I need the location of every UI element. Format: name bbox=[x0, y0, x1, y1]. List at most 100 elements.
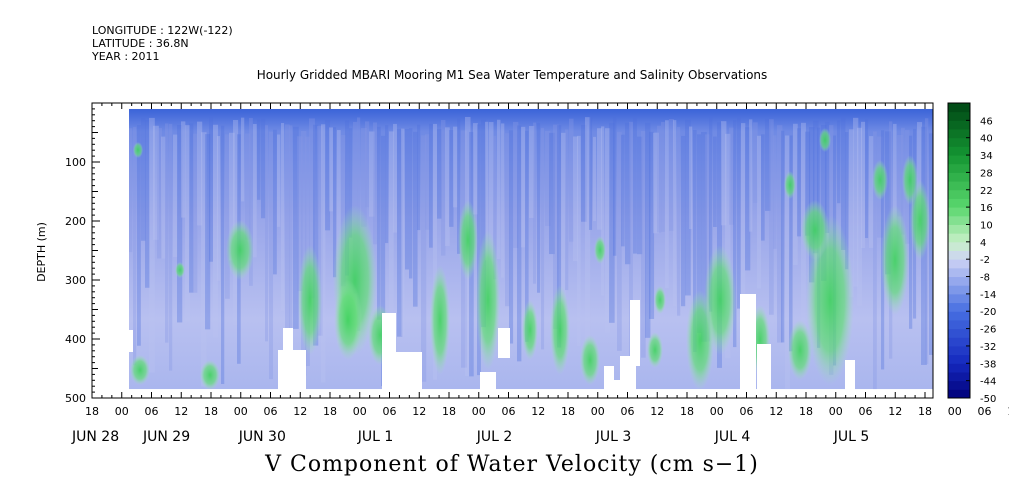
heatmap-streak bbox=[513, 121, 519, 248]
heatmap-streak bbox=[533, 122, 537, 284]
heatmap-streak bbox=[345, 120, 350, 276]
colorbar-band bbox=[948, 215, 970, 225]
heatmap-streak bbox=[745, 127, 751, 271]
x-hour-label: 06 bbox=[383, 405, 397, 418]
heatmap-streak bbox=[221, 125, 225, 385]
heatmap-streak bbox=[617, 132, 622, 351]
heatmap-streak bbox=[697, 134, 702, 333]
heatmap-streak bbox=[709, 117, 713, 312]
colorbar-label: -50 bbox=[980, 394, 996, 405]
heatmap-streak bbox=[729, 127, 735, 225]
positive-velocity-patch bbox=[200, 360, 220, 390]
heatmap-streak bbox=[597, 128, 602, 230]
heatmap-streak bbox=[377, 126, 381, 320]
colorbar-band bbox=[948, 155, 970, 165]
heatmap-streak bbox=[397, 129, 403, 337]
x-hour-label: 12 bbox=[412, 405, 426, 418]
latitude-label: LATITUDE : 36.8N bbox=[92, 37, 189, 50]
heatmap-streak bbox=[449, 130, 454, 227]
positive-velocity-patch bbox=[654, 286, 666, 314]
colorbar-band bbox=[948, 198, 970, 208]
heatmap-streak bbox=[225, 134, 230, 299]
heatmap-streak bbox=[161, 136, 166, 259]
positive-velocity-patch bbox=[801, 200, 829, 260]
heatmap-streak bbox=[473, 123, 478, 215]
heatmap-streak bbox=[201, 132, 207, 387]
heatmap-streak bbox=[557, 125, 562, 348]
x-hour-label: 00 bbox=[591, 405, 605, 418]
x-hour-label: 18 bbox=[918, 405, 932, 418]
heatmap-streak bbox=[149, 117, 155, 373]
heatmap-streak bbox=[453, 126, 458, 208]
colorbar-band bbox=[948, 285, 970, 295]
heatmap-streak bbox=[741, 123, 746, 366]
colorbar-band bbox=[948, 337, 970, 347]
heatmap-streak bbox=[689, 126, 693, 230]
missing-data-gap bbox=[630, 300, 640, 366]
heatmap-streak bbox=[313, 124, 319, 346]
heatmap-streak bbox=[589, 117, 593, 230]
colorbar-label: 40 bbox=[980, 134, 993, 145]
x-hour-label: 18 bbox=[323, 405, 337, 418]
heatmap-streak bbox=[489, 122, 494, 298]
heatmap-streak bbox=[389, 131, 394, 386]
heatmap-streak bbox=[325, 119, 331, 231]
x-day-label: JUL 5 bbox=[833, 429, 870, 445]
x-hour-label: 00 bbox=[829, 405, 843, 418]
colorbar-band bbox=[948, 146, 970, 156]
heatmap-streak bbox=[553, 124, 559, 329]
positive-velocity-patch bbox=[226, 220, 254, 280]
heatmap-streak bbox=[805, 131, 811, 236]
positive-velocity-patch bbox=[522, 300, 538, 360]
x-hour-label: 06 bbox=[740, 405, 754, 418]
heatmap-streak bbox=[329, 127, 333, 212]
positive-velocity-patch bbox=[872, 160, 888, 200]
heatmap-streak bbox=[737, 116, 741, 309]
positive-velocity-patch bbox=[686, 290, 714, 390]
heatmap-streak bbox=[273, 129, 277, 275]
heatmap-streak bbox=[189, 123, 194, 293]
y-axis: 100 200 300 400 500 bbox=[65, 102, 100, 405]
heatmap-streak bbox=[213, 124, 219, 338]
heatmap-streak bbox=[281, 122, 285, 312]
x-hour-label: 06 bbox=[859, 405, 873, 418]
x-day-label: JUL 4 bbox=[714, 429, 751, 445]
positive-velocity-patch bbox=[594, 236, 606, 264]
heatmap-streak bbox=[577, 135, 581, 346]
heatmap-streak bbox=[289, 125, 293, 368]
colorbar-label: 28 bbox=[980, 168, 993, 179]
heatmap-streak bbox=[317, 125, 323, 336]
x-day-label: JUL 1 bbox=[357, 429, 394, 445]
heatmap-streak bbox=[413, 131, 418, 307]
missing-data-gap bbox=[278, 350, 306, 390]
positive-velocity-patch bbox=[910, 180, 930, 260]
heatmap-streak bbox=[509, 130, 514, 344]
heatmap-streak bbox=[485, 121, 489, 261]
x-hour-label: 00 bbox=[472, 405, 486, 418]
positive-velocity-patch bbox=[458, 200, 478, 280]
heatmap-streak bbox=[861, 121, 866, 249]
x-hour-label: 06 bbox=[145, 405, 159, 418]
y-tick-label: 400 bbox=[65, 333, 86, 346]
positive-velocity-patch bbox=[580, 335, 600, 385]
heatmap-streak bbox=[185, 125, 191, 322]
heatmap-streak bbox=[253, 124, 257, 258]
x-day-label: JUL 3 bbox=[595, 429, 632, 445]
x-hour-label: 06 bbox=[621, 405, 635, 418]
positive-velocity-patch bbox=[298, 245, 322, 355]
colorbar-band bbox=[948, 181, 970, 191]
colorbar-label: 10 bbox=[980, 220, 993, 231]
positive-velocity-patch bbox=[550, 285, 570, 375]
positive-velocity-patch bbox=[476, 230, 500, 370]
heatmap-streak bbox=[661, 121, 665, 232]
positive-velocity-patch bbox=[130, 355, 150, 385]
heatmap-streak bbox=[177, 124, 183, 323]
missing-data-gap bbox=[394, 352, 422, 390]
heatmap-streak bbox=[181, 121, 186, 218]
chart-title: Hourly Gridded MBARI Mooring M1 Sea Wate… bbox=[256, 68, 768, 82]
heatmap-streak bbox=[669, 118, 675, 231]
heatmap-streak bbox=[269, 131, 274, 380]
heatmap-streak bbox=[193, 133, 198, 293]
heatmap-streak bbox=[421, 135, 427, 382]
missing-data-region bbox=[129, 103, 933, 109]
